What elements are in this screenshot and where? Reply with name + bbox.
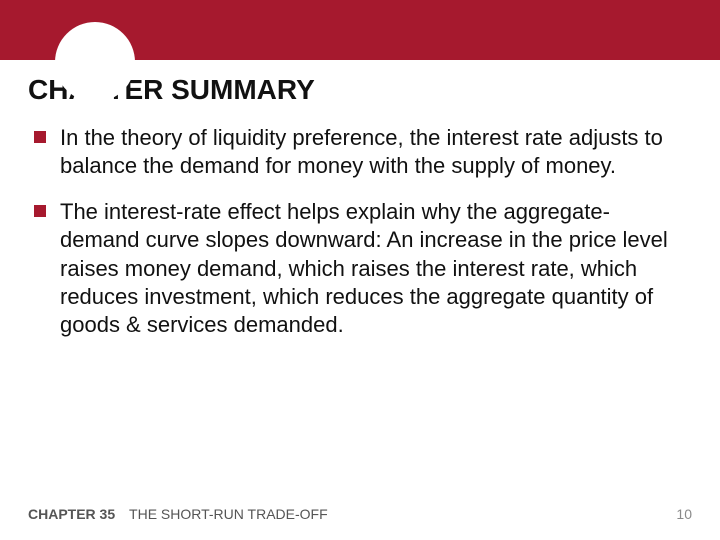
slide-footer: CHAPTER 35 THE SHORT-RUN TRADE-OFF 10 [28, 506, 692, 522]
footer-chapter: CHAPTER 35 THE SHORT-RUN TRADE-OFF [28, 506, 328, 522]
footer-chapter-title: THE SHORT-RUN TRADE-OFF [129, 506, 328, 522]
list-item: In the theory of liquidity preference, t… [34, 124, 686, 180]
bullet-square-icon [34, 131, 46, 143]
banner-semicircle-cutout [55, 22, 135, 102]
footer-chapter-label: CHAPTER 35 [28, 506, 115, 522]
bullet-square-icon [34, 205, 46, 217]
bullet-list: In the theory of liquidity preference, t… [0, 118, 720, 339]
list-item: The interest-rate effect helps explain w… [34, 198, 686, 339]
bullet-text: The interest-rate effect helps explain w… [60, 198, 686, 339]
header-banner [0, 0, 720, 60]
page-number: 10 [676, 506, 692, 522]
bullet-text: In the theory of liquidity preference, t… [60, 124, 686, 180]
